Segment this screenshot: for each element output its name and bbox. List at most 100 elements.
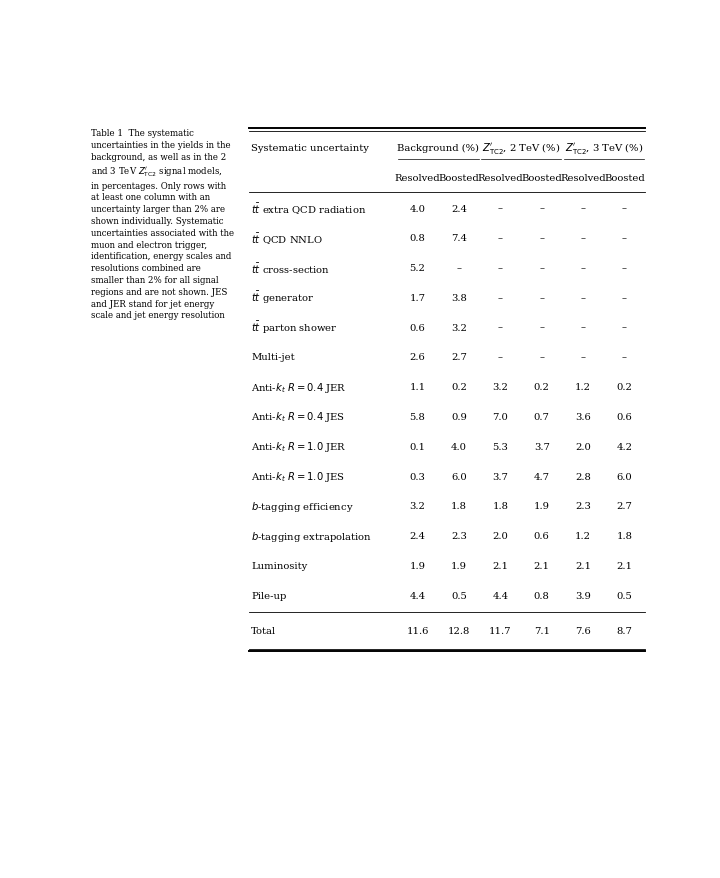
Text: 2.1: 2.1 — [616, 561, 632, 570]
Text: 6.0: 6.0 — [451, 472, 467, 481]
Text: Pile-up: Pile-up — [251, 591, 287, 600]
Text: 2.3: 2.3 — [451, 531, 467, 541]
Text: –: – — [580, 205, 585, 213]
Text: 1.7: 1.7 — [410, 293, 426, 303]
Text: Luminosity: Luminosity — [251, 561, 307, 570]
Text: 1.9: 1.9 — [451, 561, 467, 570]
Text: Total: Total — [251, 626, 276, 635]
Text: $b$-tagging extrapolation: $b$-tagging extrapolation — [251, 529, 372, 543]
Text: 3.9: 3.9 — [575, 591, 591, 600]
Text: 4.7: 4.7 — [534, 472, 550, 481]
Text: 2.0: 2.0 — [575, 443, 591, 451]
Text: –: – — [580, 293, 585, 303]
Text: –: – — [580, 263, 585, 273]
Text: 0.5: 0.5 — [451, 591, 467, 600]
Text: 7.0: 7.0 — [492, 413, 508, 421]
Text: 0.7: 0.7 — [534, 413, 549, 421]
Text: 3.2: 3.2 — [410, 501, 426, 511]
Text: 5.2: 5.2 — [410, 263, 426, 273]
Text: $t\bar{t}$ extra QCD radiation: $t\bar{t}$ extra QCD radiation — [251, 201, 366, 216]
Text: Table 1  The systematic
uncertainties in the yields in the
background, as well a: Table 1 The systematic uncertainties in … — [91, 129, 234, 320]
Text: $t\bar{t}$ parton shower: $t\bar{t}$ parton shower — [251, 320, 338, 335]
Text: Anti-$k_t$ $R = 1.0$ JER: Anti-$k_t$ $R = 1.0$ JER — [251, 440, 347, 454]
Text: –: – — [539, 234, 544, 243]
Text: –: – — [539, 263, 544, 273]
Text: 4.2: 4.2 — [616, 443, 632, 451]
Text: $t\bar{t}$ cross-section: $t\bar{t}$ cross-section — [251, 262, 330, 276]
Text: 0.1: 0.1 — [410, 443, 426, 451]
Text: 7.6: 7.6 — [575, 626, 591, 635]
Text: 1.1: 1.1 — [410, 383, 426, 392]
Text: 11.6: 11.6 — [406, 626, 429, 635]
Text: 4.0: 4.0 — [410, 205, 426, 213]
Text: 7.4: 7.4 — [451, 234, 467, 243]
Text: –: – — [580, 323, 585, 332]
Text: Resolved: Resolved — [560, 174, 606, 183]
Text: 3.8: 3.8 — [451, 293, 467, 303]
Text: 1.2: 1.2 — [575, 383, 591, 392]
Text: –: – — [456, 263, 462, 273]
Text: 0.6: 0.6 — [410, 323, 426, 332]
Text: 3.6: 3.6 — [575, 413, 591, 421]
Text: $Z^{\prime}_{\mathrm{TC2}}$, 3 TeV (%): $Z^{\prime}_{\mathrm{TC2}}$, 3 TeV (%) — [564, 141, 643, 156]
Text: –: – — [539, 293, 544, 303]
Text: 2.7: 2.7 — [616, 501, 632, 511]
Text: 0.3: 0.3 — [410, 472, 426, 481]
Text: –: – — [498, 293, 503, 303]
Text: 2.1: 2.1 — [575, 561, 591, 570]
Text: 2.3: 2.3 — [575, 501, 591, 511]
Text: 0.8: 0.8 — [410, 234, 426, 243]
Text: $b$-tagging efficiency: $b$-tagging efficiency — [251, 500, 354, 514]
Text: Systematic uncertainty: Systematic uncertainty — [251, 144, 369, 153]
Text: –: – — [622, 263, 627, 273]
Text: –: – — [539, 353, 544, 362]
Text: Boosted: Boosted — [438, 174, 480, 183]
Text: 0.2: 0.2 — [451, 383, 467, 392]
Text: 3.2: 3.2 — [451, 323, 467, 332]
Text: 0.8: 0.8 — [534, 591, 549, 600]
Text: Anti-$k_t$ $R = 1.0$ JES: Anti-$k_t$ $R = 1.0$ JES — [251, 470, 346, 484]
Text: 7.1: 7.1 — [534, 626, 550, 635]
Text: –: – — [622, 323, 627, 332]
Text: Anti-$k_t$ $R = 0.4$ JER: Anti-$k_t$ $R = 0.4$ JER — [251, 380, 347, 394]
Text: 4.0: 4.0 — [451, 443, 467, 451]
Text: 0.9: 0.9 — [451, 413, 467, 421]
Text: 8.7: 8.7 — [616, 626, 632, 635]
Text: –: – — [498, 205, 503, 213]
Text: 3.7: 3.7 — [492, 472, 508, 481]
Text: –: – — [622, 234, 627, 243]
Text: 3.2: 3.2 — [492, 383, 508, 392]
Text: 3.7: 3.7 — [534, 443, 549, 451]
Text: 1.8: 1.8 — [616, 531, 632, 541]
Text: 5.8: 5.8 — [410, 413, 426, 421]
Text: 2.8: 2.8 — [575, 472, 591, 481]
Text: $t\bar{t}$ QCD NNLO: $t\bar{t}$ QCD NNLO — [251, 231, 323, 246]
Text: 2.1: 2.1 — [492, 561, 508, 570]
Text: 11.7: 11.7 — [489, 626, 512, 635]
Text: 2.1: 2.1 — [534, 561, 550, 570]
Text: 1.9: 1.9 — [410, 561, 426, 570]
Text: 0.6: 0.6 — [616, 413, 632, 421]
Text: –: – — [498, 323, 503, 332]
Text: $t\bar{t}$ generator: $t\bar{t}$ generator — [251, 290, 315, 306]
Text: –: – — [498, 263, 503, 273]
Text: –: – — [539, 205, 544, 213]
Text: 2.6: 2.6 — [410, 353, 426, 362]
Text: 2.0: 2.0 — [492, 531, 508, 541]
Text: $Z^{\prime}_{\mathrm{TC2}}$, 2 TeV (%): $Z^{\prime}_{\mathrm{TC2}}$, 2 TeV (%) — [482, 141, 560, 156]
Text: –: – — [622, 293, 627, 303]
Text: Anti-$k_t$ $R = 0.4$ JES: Anti-$k_t$ $R = 0.4$ JES — [251, 410, 346, 424]
Text: 4.4: 4.4 — [492, 591, 508, 600]
Text: 0.5: 0.5 — [616, 591, 632, 600]
Text: 1.8: 1.8 — [451, 501, 467, 511]
Text: 1.8: 1.8 — [492, 501, 508, 511]
Text: Boosted: Boosted — [521, 174, 562, 183]
Text: –: – — [498, 353, 503, 362]
Text: 2.4: 2.4 — [410, 531, 426, 541]
Text: 5.3: 5.3 — [492, 443, 508, 451]
Text: –: – — [622, 205, 627, 213]
Text: 0.2: 0.2 — [616, 383, 632, 392]
Text: 2.4: 2.4 — [451, 205, 467, 213]
Text: Resolved: Resolved — [477, 174, 523, 183]
Text: 2.7: 2.7 — [451, 353, 467, 362]
